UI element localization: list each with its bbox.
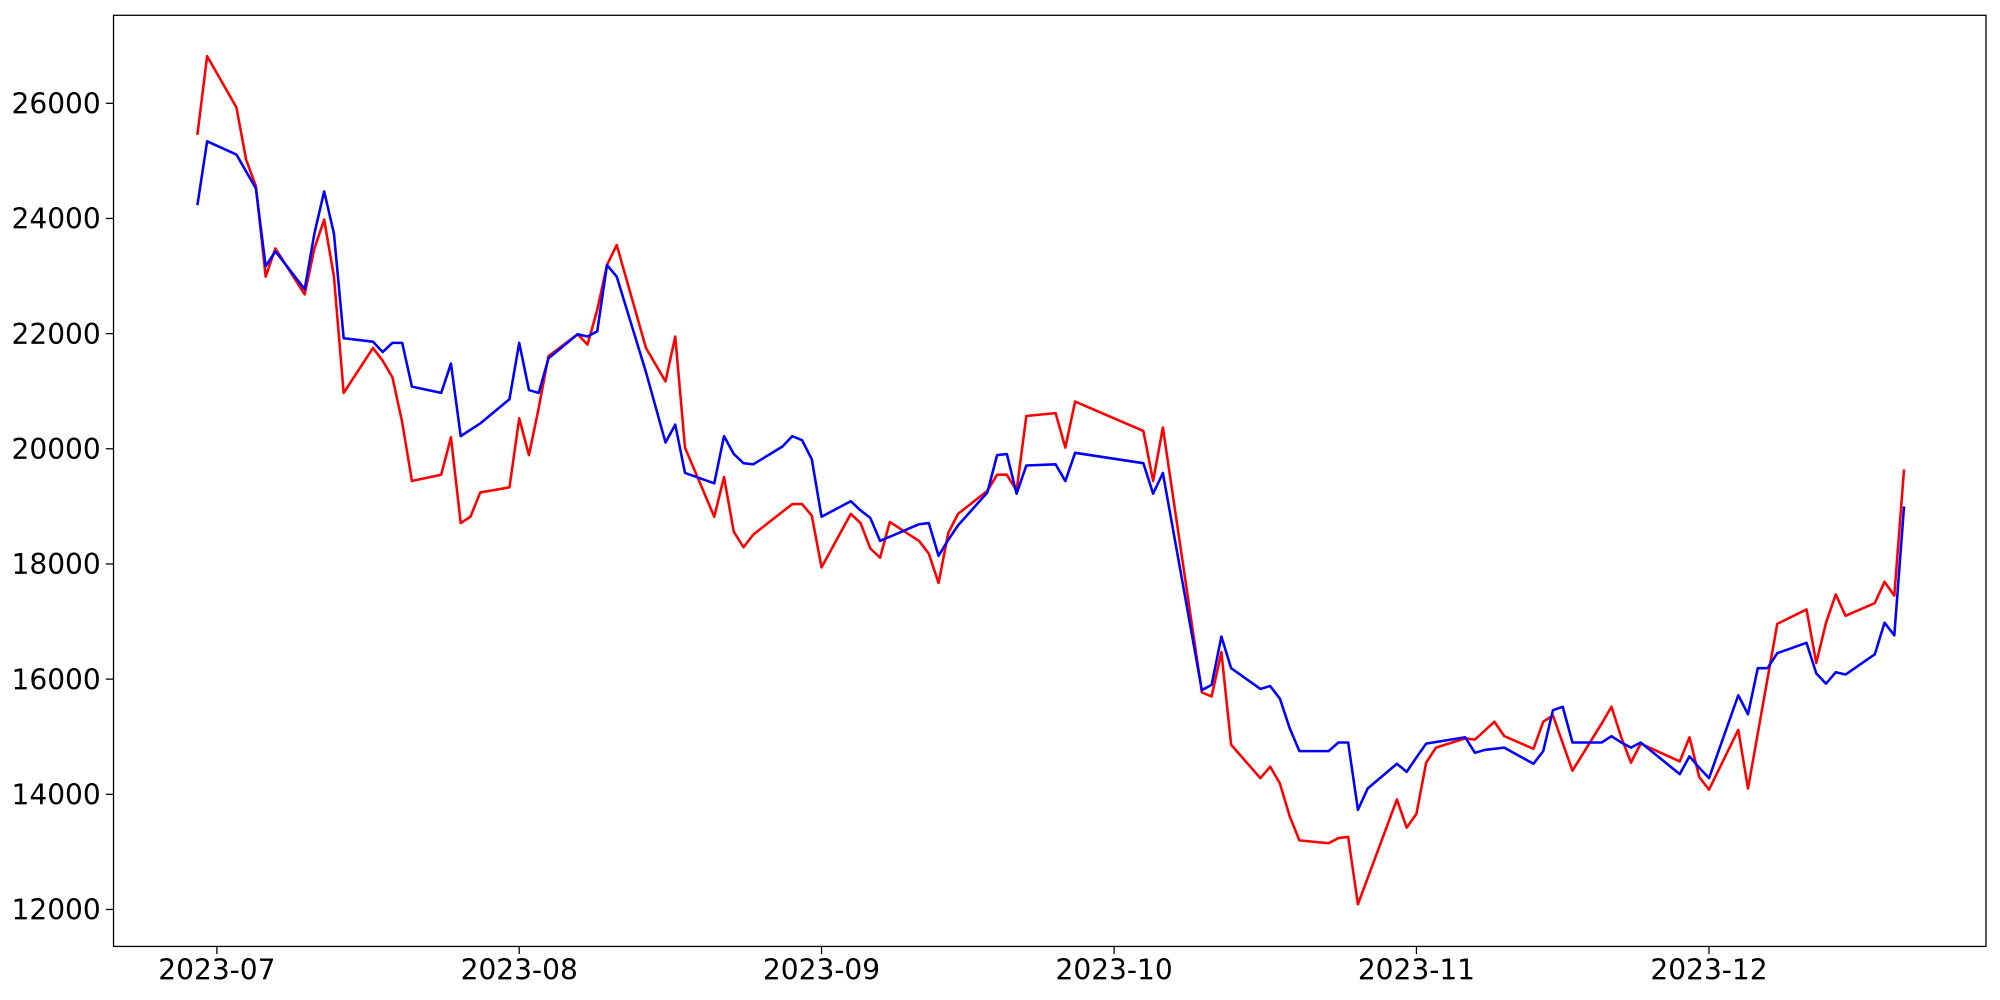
x-tick-label: 2023-07 <box>158 954 275 987</box>
x-tick-label: 2023-11 <box>1358 954 1475 987</box>
x-tick-label: 2023-09 <box>763 954 880 987</box>
series-line <box>196 140 1906 812</box>
x-tick-label: 2023-10 <box>1056 954 1173 987</box>
y-tick-label: 16000 <box>12 663 101 696</box>
y-tick-label: 14000 <box>12 778 101 811</box>
y-tick-label: 20000 <box>12 433 101 466</box>
series-line <box>196 54 1906 906</box>
y-tick-label: 12000 <box>12 894 101 927</box>
x-tick-label: 2023-08 <box>461 954 578 987</box>
y-tick-label: 22000 <box>12 318 101 351</box>
y-tick-label: 24000 <box>12 203 101 236</box>
y-tick-label: 18000 <box>12 548 101 581</box>
y-tick-label: 26000 <box>12 87 101 120</box>
x-tick-label: 2023-12 <box>1650 954 1767 987</box>
plot-frame <box>112 14 1987 948</box>
